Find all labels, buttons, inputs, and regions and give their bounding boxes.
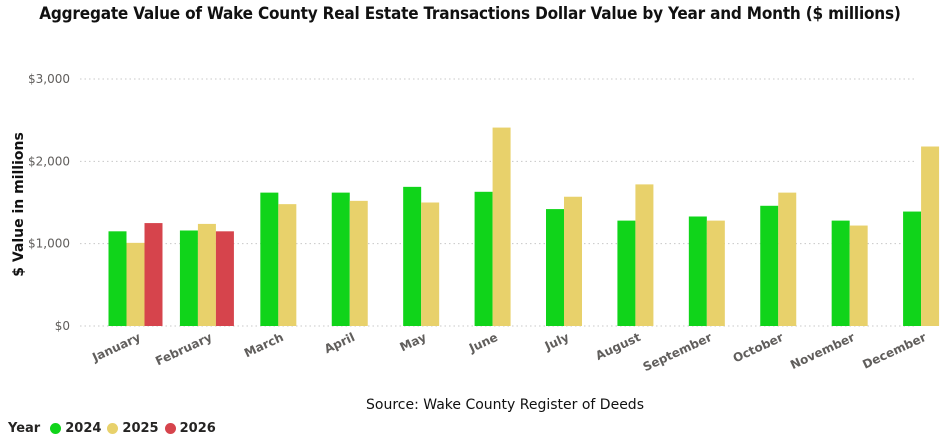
bar-2024-october <box>760 205 779 326</box>
legend-label-2025: 2025 <box>122 421 159 436</box>
bar-2025-november <box>849 225 868 326</box>
legend-swatch-2026 <box>164 423 176 434</box>
bar-2024-december <box>903 211 922 326</box>
bar-2025-june <box>492 127 511 327</box>
y-tick-label: $0 <box>55 319 70 333</box>
bar-2025-august <box>635 184 654 326</box>
x-tick-label: November <box>788 330 857 372</box>
bar-2025-march <box>278 204 297 326</box>
bar-2024-february <box>179 230 198 326</box>
bar-2026-february <box>215 231 234 326</box>
bar-2025-january <box>126 242 145 326</box>
legend-label-2026: 2026 <box>179 421 216 436</box>
x-tick-label: July <box>542 330 572 354</box>
x-tick-label: June <box>466 330 500 356</box>
bar-2024-may <box>403 186 422 326</box>
bar-2024-july <box>546 209 564 326</box>
legend-item-2025[interactable]: 2025 <box>107 421 159 436</box>
chart-title: Aggregate Value of Wake County Real Esta… <box>39 4 901 24</box>
legend-item-2024[interactable]: 2024 <box>50 421 101 436</box>
bar-2024-september <box>688 216 707 326</box>
bar-2025-july <box>564 196 582 326</box>
legend-swatch-2025 <box>107 423 119 434</box>
y-tick-label: $2,000 <box>28 154 70 168</box>
y-tick-label: $3,000 <box>28 72 70 86</box>
bar-2024-august <box>617 220 636 326</box>
bar-2025-april <box>349 200 368 326</box>
x-tick-label: October <box>731 330 786 366</box>
bar-2024-january <box>108 231 127 326</box>
bar-2024-march <box>260 192 279 326</box>
bar-2025-february <box>197 223 216 326</box>
x-tick-label: August <box>593 330 643 363</box>
x-tick-label: February <box>153 330 214 368</box>
x-tick-label: March <box>242 330 286 360</box>
x-tick-label: May <box>398 330 429 354</box>
x-tick-label: April <box>322 330 357 356</box>
bar-2024-june <box>474 191 493 326</box>
legend-label-2024: 2024 <box>65 421 102 436</box>
x-tick-label: December <box>860 330 928 372</box>
legend: Year 2024 2025 2026 <box>8 421 222 436</box>
bar-2026-january <box>144 223 163 326</box>
y-tick-label: $1,000 <box>28 237 70 251</box>
legend-title: Year <box>8 421 41 436</box>
x-tick-label: September <box>641 330 714 374</box>
x-axis-label: Source: Wake County Register of Deeds <box>366 397 644 413</box>
bar-2025-september <box>706 220 725 326</box>
legend-item-2026[interactable]: 2026 <box>164 421 216 436</box>
legend-swatch-2024 <box>50 423 62 434</box>
bar-2024-november <box>831 220 850 326</box>
bar-2024-april <box>331 192 350 326</box>
bar-2025-may <box>421 202 440 326</box>
x-tick-label: January <box>89 330 143 365</box>
bar-2025-october <box>778 192 797 326</box>
bar-2025-december <box>921 146 940 326</box>
y-axis-label: $ Value in millions <box>11 132 27 277</box>
